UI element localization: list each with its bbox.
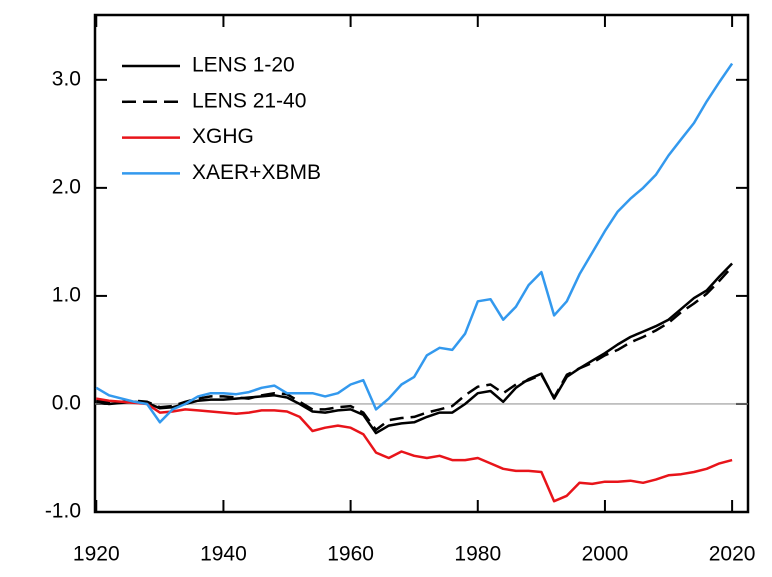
series-line — [96, 397, 733, 503]
series-line — [96, 262, 733, 435]
plot-frame — [93, 13, 750, 514]
series-line — [95, 62, 734, 424]
y-tick-label: 1.0 — [52, 283, 81, 306]
x-tick-label: 1960 — [327, 543, 374, 566]
y-tick-label: 0.0 — [52, 392, 81, 415]
legend-label: XGHG — [192, 125, 254, 148]
y-tick-label: -1.0 — [45, 500, 81, 523]
x-tick-label: 2000 — [582, 543, 629, 566]
x-tick-label: 2020 — [709, 543, 756, 566]
series-line — [96, 265, 734, 432]
legend-label: LENS 1-20 — [192, 54, 295, 77]
x-tick-label: 1920 — [73, 543, 120, 566]
legend-label: XAER+XBMB — [192, 161, 321, 184]
legend-label: LENS 21-40 — [192, 89, 306, 112]
x-tick-label: 1940 — [200, 543, 247, 566]
y-tick-label: 2.0 — [52, 175, 81, 198]
y-tick-label: 3.0 — [52, 67, 81, 90]
x-tick-label: 1980 — [454, 543, 501, 566]
